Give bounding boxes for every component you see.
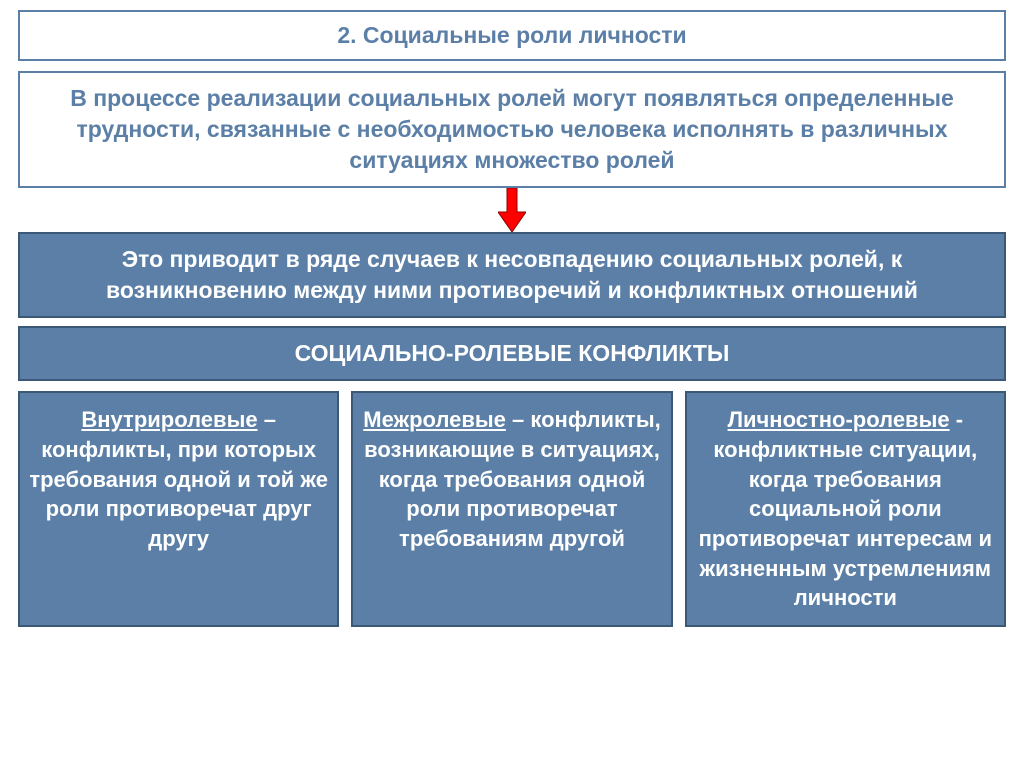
term-personal-role: Личностно-ролевые (728, 407, 950, 432)
conflict-types-title: СОЦИАЛЬНО-РОЛЕВЫЕ КОНФЛИКТЫ (18, 326, 1006, 381)
conflict-types-row: Внутриролевые – конфликты, при которых т… (18, 391, 1006, 627)
col-interrole: Межролевые – конфликты, возникающие в си… (351, 391, 672, 627)
intro-text: В процессе реализации социальных ролей м… (18, 71, 1006, 188)
arrow-path (498, 188, 526, 232)
term-intrarole: Внутриролевые (81, 407, 257, 432)
desc-personal-role: - конфликтные ситуации, когда требования… (699, 407, 992, 610)
col-personal-role: Личностно-ролевые - конфликтные ситуации… (685, 391, 1006, 627)
down-arrow-icon (498, 188, 526, 232)
arrow-container (18, 188, 1006, 232)
slide-title: 2. Социальные роли личности (18, 10, 1006, 61)
leads-text: Это приводит в ряде случаев к несовпаден… (18, 232, 1006, 318)
col-intrarole: Внутриролевые – конфликты, при которых т… (18, 391, 339, 627)
term-interrole: Межролевые (363, 407, 506, 432)
